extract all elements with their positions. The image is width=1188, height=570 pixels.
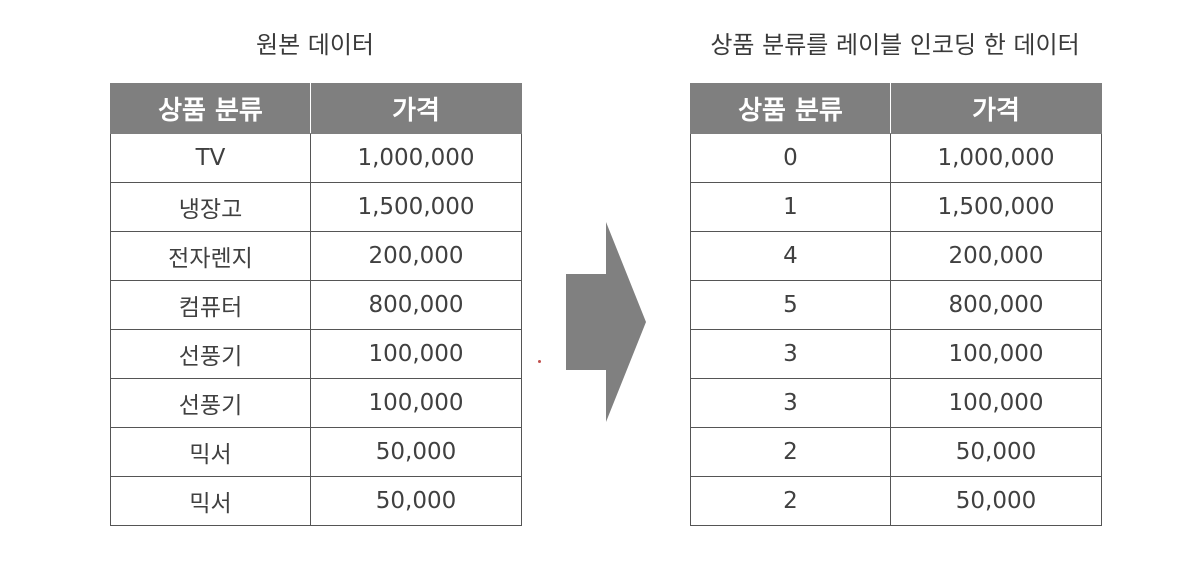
table-row: 믹서 50,000 xyxy=(110,427,522,477)
table-row: 3 100,000 xyxy=(690,378,1102,428)
price-cell: 200,000 xyxy=(310,231,522,281)
category-cell: TV xyxy=(110,133,311,183)
price-cell: 1,500,000 xyxy=(310,182,522,232)
encoded-category-cell: 2 xyxy=(690,427,891,477)
label-encoded-data-table: 상품 분류 가격 0 1,000,000 1 1,500,000 4 200,0… xyxy=(690,83,1102,526)
encoded-category-cell: 5 xyxy=(690,280,891,330)
category-cell: 선풍기 xyxy=(110,329,311,379)
table-row: 0 1,000,000 xyxy=(690,133,1102,183)
table-row: 5 800,000 xyxy=(690,280,1102,330)
category-cell: 전자렌지 xyxy=(110,231,311,281)
table-row: TV 1,000,000 xyxy=(110,133,522,183)
price-cell: 100,000 xyxy=(890,378,1102,428)
table-row: 4 200,000 xyxy=(690,231,1102,281)
price-cell: 800,000 xyxy=(310,280,522,330)
price-cell: 50,000 xyxy=(890,476,1102,526)
encoded-category-cell: 4 xyxy=(690,231,891,281)
table-row: 2 50,000 xyxy=(690,427,1102,477)
category-cell: 냉장고 xyxy=(110,182,311,232)
encoded-category-cell: 2 xyxy=(690,476,891,526)
table-row: 컴퓨터 800,000 xyxy=(110,280,522,330)
column-header-category: 상품 분류 xyxy=(110,83,311,134)
right-panel-title: 상품 분류를 레이블 인코딩 한 데이터 xyxy=(710,31,1080,59)
price-cell: 50,000 xyxy=(890,427,1102,477)
table-row: 믹서 50,000 xyxy=(110,476,522,526)
column-header-category: 상품 분류 xyxy=(690,83,891,134)
encoded-category-cell: 3 xyxy=(690,329,891,379)
table-row: 선풍기 100,000 xyxy=(110,329,522,379)
table-header-row: 상품 분류 가격 xyxy=(110,83,522,134)
table-row: 3 100,000 xyxy=(690,329,1102,379)
price-cell: 1,000,000 xyxy=(310,133,522,183)
left-panel-title: 원본 데이터 xyxy=(255,31,375,59)
table-row: 냉장고 1,500,000 xyxy=(110,182,522,232)
original-data-table: 상품 분류 가격 TV 1,000,000 냉장고 1,500,000 전자렌지… xyxy=(110,83,522,526)
price-cell: 1,500,000 xyxy=(890,182,1102,232)
column-header-price: 가격 xyxy=(310,83,522,134)
table-row: 2 50,000 xyxy=(690,476,1102,526)
category-cell: 컴퓨터 xyxy=(110,280,311,330)
decorative-dot xyxy=(538,360,541,363)
price-cell: 100,000 xyxy=(890,329,1102,379)
price-cell: 200,000 xyxy=(890,231,1102,281)
category-cell: 선풍기 xyxy=(110,378,311,428)
price-cell: 100,000 xyxy=(310,329,522,379)
encoded-category-cell: 3 xyxy=(690,378,891,428)
table-row: 전자렌지 200,000 xyxy=(110,231,522,281)
price-cell: 100,000 xyxy=(310,378,522,428)
price-cell: 50,000 xyxy=(310,427,522,477)
table-row: 선풍기 100,000 xyxy=(110,378,522,428)
encoded-category-cell: 0 xyxy=(690,133,891,183)
category-cell: 믹서 xyxy=(110,427,311,477)
table-header-row: 상품 분류 가격 xyxy=(690,83,1102,134)
price-cell: 50,000 xyxy=(310,476,522,526)
right-arrow-icon xyxy=(566,222,646,422)
table-row: 1 1,500,000 xyxy=(690,182,1102,232)
encoded-category-cell: 1 xyxy=(690,182,891,232)
category-cell: 믹서 xyxy=(110,476,311,526)
column-header-price: 가격 xyxy=(890,83,1102,134)
price-cell: 1,000,000 xyxy=(890,133,1102,183)
price-cell: 800,000 xyxy=(890,280,1102,330)
